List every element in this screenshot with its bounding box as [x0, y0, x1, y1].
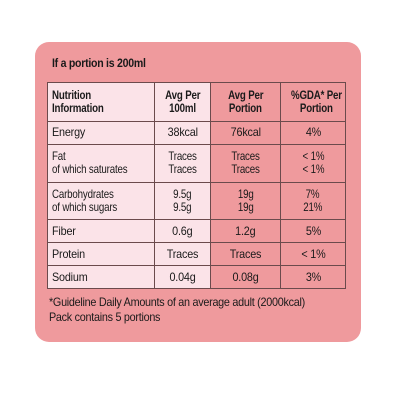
nutrient-name: Carbohydrates of which sugars	[47, 181, 155, 221]
nutrition-table: Nutrition Information Avg Per 100ml Avg Pe…	[47, 82, 346, 289]
header-avg-per-portion: Avg Per Portion	[210, 82, 281, 122]
table-row-fat: Fat of which saturates Traces Traces Trace…	[47, 143, 346, 183]
table-row-carbohydrates: Carbohydrates of which sugars 9.5g 9.5g 19…	[47, 181, 346, 221]
header-avg-per-100ml: Avg Per 100ml	[154, 82, 211, 122]
table-header-row: Nutrition Information Avg Per 100ml Avg Pe…	[47, 82, 346, 122]
value-per-portion: Traces	[210, 242, 281, 267]
table-row-sodium: Sodium 0.04g 0.08g 3%	[47, 265, 346, 289]
nutrition-label-panel: If a portion is 200ml Nutrition Informati…	[35, 42, 361, 342]
table-row-protein: Protein Traces Traces < 1%	[47, 242, 346, 267]
nutrient-name: Sodium	[47, 265, 155, 289]
pack-portions-note: Pack contains 5 portions	[49, 310, 161, 324]
value-gda: < 1% < 1%	[280, 143, 346, 183]
value-per-100ml: 9.5g 9.5g	[154, 181, 211, 221]
value-gda: 5%	[280, 219, 346, 244]
value-per-portion: 1.2g	[210, 219, 281, 244]
nutrition-table-wrapper: Nutrition Information Avg Per 100ml Avg Pe…	[47, 82, 346, 289]
footer-notes: *Guideline Daily Amounts of an average a…	[49, 295, 333, 325]
value-per-100ml: 0.04g	[154, 265, 211, 289]
table-row-fiber: Fiber 0.6g 1.2g 5%	[47, 219, 346, 244]
value-per-100ml: 38kcal	[154, 120, 211, 145]
gda-footnote: *Guideline Daily Amounts of an average a…	[49, 295, 305, 309]
header-nutrition-information: Nutrition Information	[47, 82, 155, 122]
value-per-100ml: 0.6g	[154, 219, 211, 244]
nutrient-name: Fat of which saturates	[47, 143, 155, 183]
value-gda: 7% 21%	[280, 181, 346, 221]
header-gda-per-portion: %GDA* Per Portion	[280, 82, 346, 122]
value-per-100ml: Traces	[154, 242, 211, 267]
value-per-portion: 76kcal	[210, 120, 281, 145]
value-gda: < 1%	[280, 242, 346, 267]
nutrient-name: Energy	[47, 120, 155, 145]
value-per-100ml: Traces Traces	[154, 143, 211, 183]
value-per-portion: 0.08g	[210, 265, 281, 289]
nutrient-name: Fiber	[47, 219, 155, 244]
value-per-portion: Traces Traces	[210, 143, 281, 183]
portion-note: If a portion is 200ml	[52, 56, 146, 70]
value-gda: 3%	[280, 265, 346, 289]
value-gda: 4%	[280, 120, 346, 145]
value-per-portion: 19g 19g	[210, 181, 281, 221]
table-row-energy: Energy 38kcal 76kcal 4%	[47, 120, 346, 145]
nutrient-name: Protein	[47, 242, 155, 267]
